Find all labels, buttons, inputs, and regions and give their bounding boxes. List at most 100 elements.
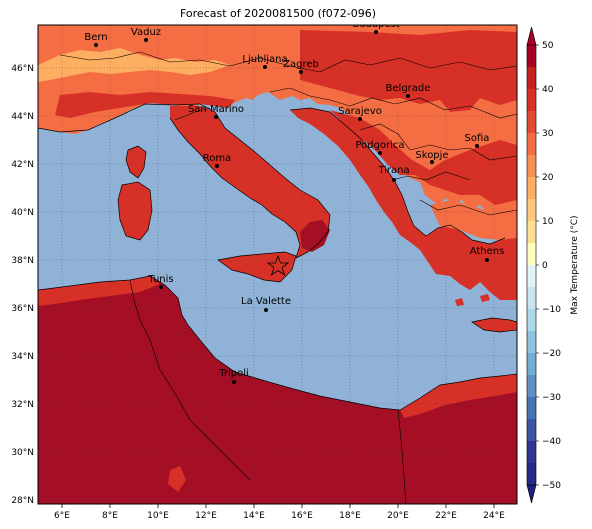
city-dot <box>430 160 434 164</box>
city-label-skopje: Skopje <box>415 150 448 161</box>
lon-tick-label: 10°E <box>147 511 169 521</box>
colorbar-ticks <box>536 44 539 486</box>
graticule <box>38 25 517 504</box>
colorbar-band <box>527 67 536 89</box>
colorbar-tick-label: −30 <box>542 393 561 403</box>
colorbar-top-extension <box>526 26 537 46</box>
city-label-ljubljana: Ljubljana <box>242 54 287 65</box>
lat-tick-label: 34°N <box>11 352 34 362</box>
libya-coast-hot <box>400 374 517 418</box>
city-dot <box>232 380 236 384</box>
star-marker-icon <box>266 254 290 277</box>
lat-tick-label: 42°N <box>11 160 34 170</box>
colorbar-band <box>527 397 536 419</box>
colorbar-band <box>527 441 536 463</box>
lat-tick-label: 40°N <box>11 208 34 218</box>
colorbar-band <box>527 45 536 67</box>
city-label-tripoli: Tripoli <box>218 368 249 379</box>
colorbar-band <box>527 375 536 397</box>
city-dot <box>159 285 163 289</box>
lon-tick-label: 6°E <box>54 511 70 521</box>
colorbar-tick-label: 30 <box>542 129 554 139</box>
city-dot <box>263 65 267 69</box>
city-label-sarajevo: Sarajevo <box>338 106 382 117</box>
greece-orange <box>430 200 517 240</box>
city-label-zagreb: Zagreb <box>283 59 319 70</box>
lat-tick-label: 46°N <box>11 64 34 74</box>
lon-tick-label: 8°E <box>102 511 118 521</box>
city-dot <box>485 258 489 262</box>
sardinia <box>118 182 152 240</box>
colorbar-bottom-extension <box>526 484 537 504</box>
italy-land <box>170 106 330 258</box>
city-label-belgrade: Belgrade <box>386 83 431 94</box>
lon-tick-label: 12°E <box>195 511 217 521</box>
colorbar-tick-label: 40 <box>542 85 554 95</box>
land-north-hot <box>300 30 517 112</box>
colorbar-band <box>527 463 536 485</box>
city-label-podgorica: Podgorica <box>355 140 404 151</box>
map-area[interactable]: Bern Vaduz Budapest Ljubljana Zagreb Bel… <box>38 19 517 504</box>
alps-band <box>38 48 230 82</box>
cities: Bern Vaduz Budapest Ljubljana Zagreb Bel… <box>84 19 505 384</box>
colorbar-band <box>527 133 536 155</box>
lon-tick-label: 20°E <box>387 511 409 521</box>
colorbar: 50 40 30 20 10 0 −10 −20 −30 −40 −50 Max… <box>526 26 580 504</box>
lon-tick-label: 18°E <box>339 511 361 521</box>
city-dot <box>264 308 268 312</box>
coastlines <box>38 103 517 411</box>
lat-tick-label: 32°N <box>11 400 34 410</box>
city-dot <box>214 115 218 119</box>
aegean-isle-2 <box>480 294 490 302</box>
city-dot <box>358 117 362 121</box>
lat-tick-label: 28°N <box>11 496 34 506</box>
colorbar-band <box>527 243 536 265</box>
colorbar-tick-label: −10 <box>542 305 561 315</box>
city-dot <box>406 94 410 98</box>
lat-tick-label: 36°N <box>11 304 34 314</box>
city-dot <box>392 178 396 182</box>
country-borders <box>59 51 517 504</box>
city-label-sofia: Sofia <box>465 133 490 144</box>
city-dot <box>144 38 148 42</box>
balkans-land <box>290 108 517 300</box>
colorbar-tick-label: 50 <box>542 41 554 51</box>
lat-tick-label: 38°N <box>11 256 34 266</box>
longitude-ticks: 6°E 8°E 10°E 12°E 14°E 16°E 18°E 20°E 22… <box>54 504 505 521</box>
city-dot <box>215 164 219 168</box>
city-dot <box>299 70 303 74</box>
city-label-athens: Athens <box>470 246 505 257</box>
aegean-isle-1 <box>455 298 464 306</box>
balkan-hot <box>330 110 517 205</box>
po-valley-hot <box>55 92 235 118</box>
city-label-budapest: Budapest <box>352 19 399 30</box>
city-label-bern: Bern <box>84 32 107 43</box>
lon-tick-label: 16°E <box>291 511 313 521</box>
sahara-hot-patch <box>168 466 186 492</box>
city-dot <box>374 30 378 34</box>
colorbar-band <box>527 221 536 243</box>
colorbar-band <box>527 111 536 133</box>
city-label-vaduz: Vaduz <box>131 27 161 38</box>
colorbar-band <box>527 89 536 111</box>
colorbar-band <box>527 199 536 221</box>
colorbar-tick-label: 10 <box>542 217 554 227</box>
city-label-tirana: Tirana <box>377 165 409 176</box>
colorbar-label: Max Temperature (°C) <box>570 215 580 314</box>
colorbar-band <box>527 353 536 375</box>
colorbar-tick-label: 0 <box>542 261 548 271</box>
colorbar-tick-label: −50 <box>542 481 561 491</box>
city-label-la-valette: La Valette <box>241 296 291 307</box>
crete <box>472 318 517 332</box>
map-title: Forecast of 2020081500 (f072-096) <box>180 7 376 20</box>
colorbar-band <box>527 287 536 309</box>
colorbar-band <box>527 177 536 199</box>
latitude-ticks: 28°N 30°N 32°N 34°N 36°N 38°N 40°N 42°N … <box>11 64 34 506</box>
map-frame <box>37 24 518 505</box>
lat-tick-label: 44°N <box>11 112 34 122</box>
north-africa-coast-hot <box>38 276 160 306</box>
lon-tick-label: 22°E <box>435 511 457 521</box>
colorbar-band <box>527 265 536 287</box>
lon-tick-label: 24°E <box>483 511 505 521</box>
city-label-tunis: Tunis <box>147 274 173 285</box>
